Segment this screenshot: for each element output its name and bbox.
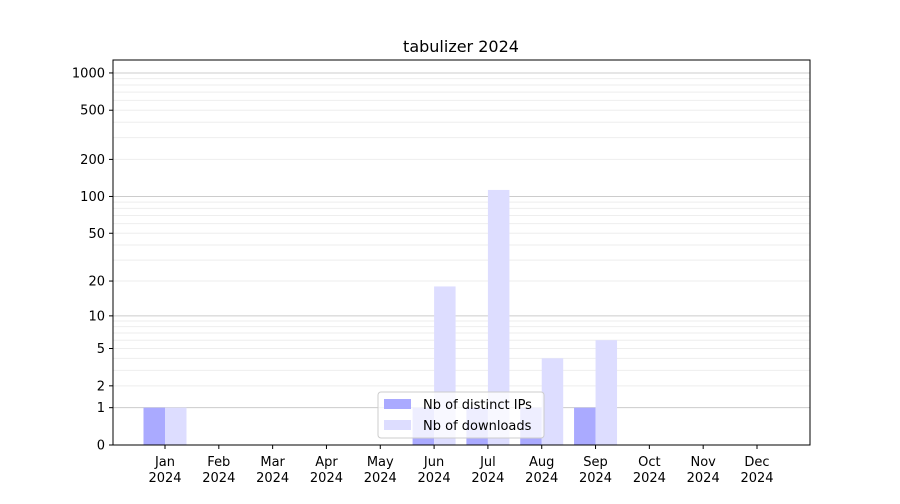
bar-distinct-ips — [143, 407, 165, 445]
y-tick-label: 200 — [80, 153, 105, 168]
bar-downloads — [541, 358, 564, 445]
legend-label: Nb of distinct IPs — [423, 398, 532, 413]
plot-frame — [112, 59, 811, 446]
x-tick-label: Sep 2024 — [579, 455, 612, 486]
x-tick-label: Mar 2024 — [256, 455, 289, 486]
legend-box — [377, 391, 545, 439]
y-tick-label: 0 — [97, 439, 105, 454]
x-tick-label: Jul 2024 — [471, 455, 504, 486]
legend: Nb of distinct IPs Nb of downloads — [377, 391, 545, 439]
legend-swatch — [384, 420, 411, 430]
legend-swatch — [384, 399, 411, 409]
chart-title: tabulizer 2024 — [403, 37, 519, 56]
bar-downloads — [487, 189, 510, 445]
y-tick-label: 100 — [80, 190, 105, 205]
x-tick-label: Apr 2024 — [310, 455, 343, 486]
x-tick-label: Jan 2024 — [148, 455, 181, 486]
x-tick-label: May 2024 — [364, 455, 397, 486]
y-tick-label: 5 — [97, 342, 105, 357]
x-tick-label: Dec 2024 — [740, 455, 773, 486]
legend-label: Nb of downloads — [423, 419, 532, 434]
bar-downloads — [165, 407, 187, 445]
y-tick-label: 50 — [88, 227, 105, 242]
y-tick-label: 1000 — [72, 66, 105, 81]
bar-downloads — [595, 340, 618, 445]
y-tick-label: 10 — [88, 309, 105, 324]
bar-distinct-ips — [574, 407, 596, 445]
x-tick-label: Aug 2024 — [525, 455, 558, 486]
x-tick-label: Oct 2024 — [633, 455, 666, 486]
x-tick-label: Jun 2024 — [418, 455, 451, 486]
x-tick-label: Feb 2024 — [202, 455, 235, 486]
y-tick-label: 1 — [97, 401, 105, 416]
x-tick-label: Nov 2024 — [687, 455, 720, 486]
y-tick-label: 2 — [97, 379, 105, 394]
y-tick-label: 500 — [80, 104, 105, 119]
y-tick-label: 20 — [88, 275, 105, 290]
